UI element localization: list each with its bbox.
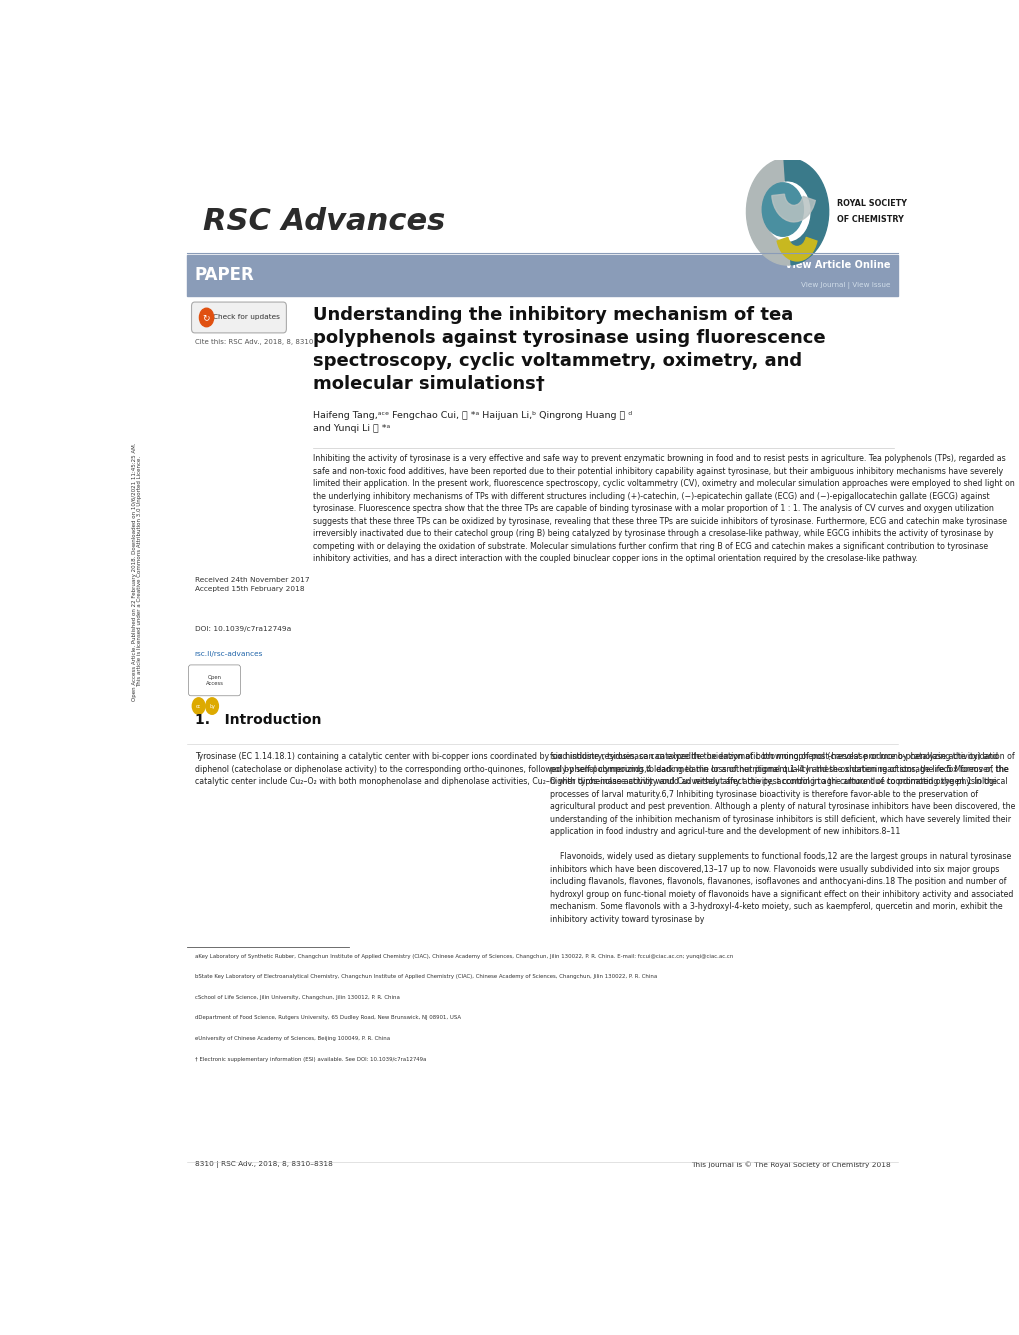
Text: cSchool of Life Science, Jilin University, Changchun, Jilin 130012, P. R. China: cSchool of Life Science, Jilin Universit… — [195, 995, 399, 1000]
Wedge shape — [776, 238, 816, 260]
FancyBboxPatch shape — [192, 302, 286, 332]
Circle shape — [761, 183, 803, 236]
Text: This journal is © The Royal Society of Chemistry 2018: This journal is © The Royal Society of C… — [690, 1161, 890, 1168]
Text: ↻: ↻ — [203, 312, 210, 322]
Text: Understanding the inhibitory mechanism of tea
polyphenols against tyrosinase usi: Understanding the inhibitory mechanism o… — [313, 306, 825, 392]
Text: 1.   Introduction: 1. Introduction — [195, 713, 321, 728]
Text: eUniversity of Chinese Academy of Sciences, Beijing 100049, P. R. China: eUniversity of Chinese Academy of Scienc… — [195, 1036, 389, 1041]
Text: Open
Access: Open Access — [205, 676, 223, 686]
Wedge shape — [746, 159, 791, 266]
Text: by: by — [209, 704, 215, 709]
Text: View Journal | View Issue: View Journal | View Issue — [800, 282, 890, 290]
Bar — [186, 255, 898, 296]
Text: Received 24th November 2017
Accepted 15th February 2018: Received 24th November 2017 Accepted 15t… — [195, 577, 309, 591]
Text: Inhibiting the activity of tyrosinase is a very effective and safe way to preven: Inhibiting the activity of tyrosinase is… — [313, 454, 1014, 563]
Text: rsc.li/rsc-advances: rsc.li/rsc-advances — [195, 650, 263, 657]
Text: OF CHEMISTRY: OF CHEMISTRY — [836, 215, 903, 224]
Text: aKey Laboratory of Synthetic Rubber, Changchun Institute of Applied Chemistry (C: aKey Laboratory of Synthetic Rubber, Cha… — [195, 953, 733, 959]
Text: Cite this: RSC Adv., 2018, 8, 8310: Cite this: RSC Adv., 2018, 8, 8310 — [195, 339, 313, 344]
Text: ROYAL SOCIETY: ROYAL SOCIETY — [836, 199, 906, 208]
Text: DOI: 10.1039/c7ra12749a: DOI: 10.1039/c7ra12749a — [195, 626, 290, 631]
Text: cc: cc — [196, 704, 201, 709]
Circle shape — [193, 698, 205, 714]
Text: PAPER: PAPER — [195, 266, 254, 284]
Text: Check for updates: Check for updates — [212, 315, 279, 320]
Text: Open Access Article. Published on 22 February 2018. Downloaded on 10/6/2021 11:4: Open Access Article. Published on 22 Feb… — [131, 442, 143, 701]
Circle shape — [200, 308, 213, 327]
FancyBboxPatch shape — [189, 665, 240, 696]
Text: dDepartment of Food Science, Rutgers University, 65 Dudley Road, New Brunswick, : dDepartment of Food Science, Rutgers Uni… — [195, 1016, 461, 1020]
Circle shape — [206, 698, 218, 714]
Wedge shape — [771, 194, 814, 222]
Text: † Electronic supplementary information (ESI) available. See DOI: 10.1039/c7ra127: † Electronic supplementary information (… — [195, 1056, 426, 1061]
Text: bState Key Laboratory of Electroanalytical Chemistry, Changchun Institute of App: bState Key Laboratory of Electroanalytic… — [195, 975, 656, 980]
Text: Haifeng Tang,ᵃᶜᵉ Fengchao Cui, ⓘ *ᵃ Haijuan Li,ᵇ Qingrong Huang ⓘ ᵈ
and Yunqi Li: Haifeng Tang,ᵃᶜᵉ Fengchao Cui, ⓘ *ᵃ Haij… — [313, 411, 632, 433]
Text: Tyrosinase (EC 1.14.18.1) containing a catalytic center with bi-copper ions coor: Tyrosinase (EC 1.14.18.1) containing a c… — [195, 753, 1007, 786]
Text: View Article Online: View Article Online — [784, 260, 890, 270]
Text: food industry, tyrosinase can expedite the enzymatic browning of post-harvest pr: food industry, tyrosinase can expedite t… — [550, 753, 1015, 924]
Text: 8310 | RSC Adv., 2018, 8, 8310–8318: 8310 | RSC Adv., 2018, 8, 8310–8318 — [195, 1160, 332, 1168]
Text: RSC Advances: RSC Advances — [203, 207, 444, 236]
Wedge shape — [784, 158, 827, 264]
